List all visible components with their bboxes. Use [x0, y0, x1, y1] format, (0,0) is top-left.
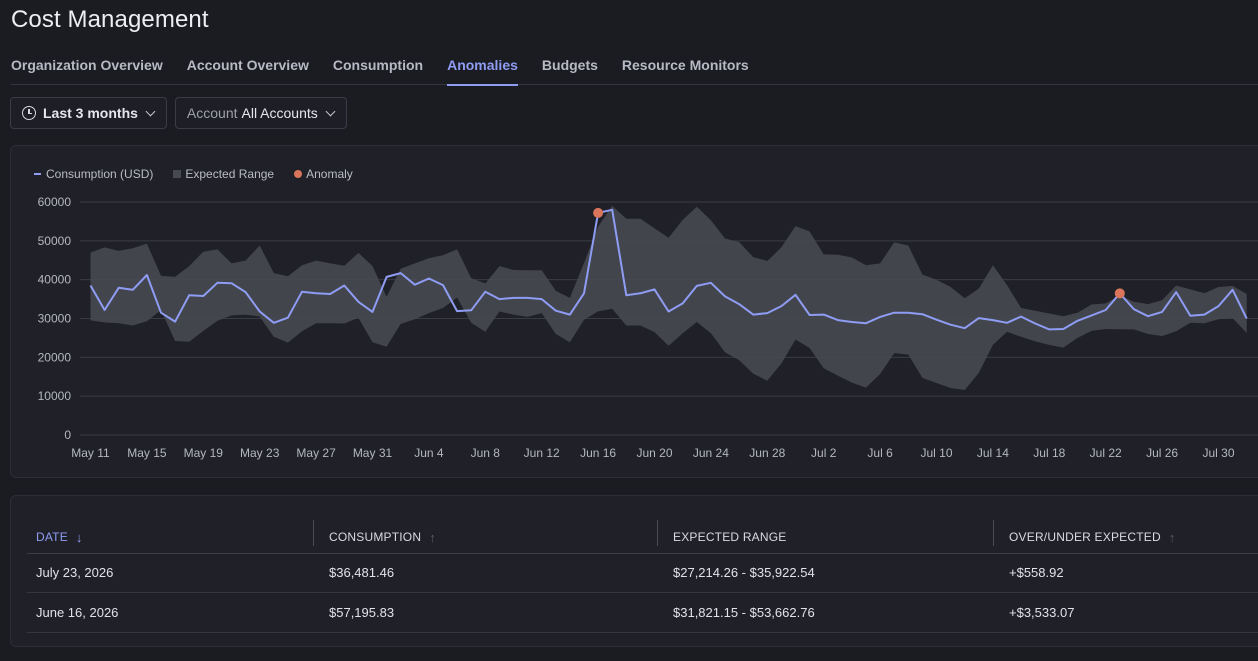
legend-range-label: Expected Range [185, 167, 275, 181]
area-swatch-icon [173, 170, 182, 178]
sort-desc-icon: ↓ [75, 529, 83, 545]
consumption-header-label: CONSUMPTION [329, 530, 422, 544]
cell-date: July 23, 2026 [36, 565, 114, 580]
account-value: All Accounts [241, 105, 318, 121]
consumption-line [89, 208, 1248, 331]
x-tick-label: Jul 30 [1202, 446, 1234, 460]
table-row[interactable]: July 23, 2026 $36,481.46 $27,214.26 - $3… [27, 553, 1258, 593]
x-tick-label: May 23 [240, 446, 280, 460]
tab-consumption[interactable]: Consumption [332, 57, 424, 73]
x-tick-label: Jul 6 [867, 446, 893, 460]
cell-expected-range: $27,214.26 - $35,922.54 [673, 565, 815, 580]
sort-asc-icon: ↑ [1168, 529, 1176, 545]
x-tick-label: May 19 [184, 446, 224, 460]
y-tick-label: 60000 [38, 195, 72, 209]
x-tick-label: Jul 10 [920, 446, 952, 460]
x-tick-label: Jun 4 [414, 446, 444, 460]
time-range-dropdown[interactable]: Last 3 months [10, 97, 167, 129]
date-column-header[interactable]: DATE ↓ [36, 520, 83, 554]
cell-expected-range: $31,821.15 - $53,662.76 [673, 605, 815, 620]
cell-date: June 16, 2026 [36, 605, 119, 620]
anomaly-point [593, 207, 604, 218]
y-tick-label: 20000 [38, 350, 72, 364]
x-tick-label: Jun 20 [636, 446, 672, 460]
cell-over-under: +$3,533.07 [1009, 605, 1075, 620]
x-tick-label: Jun 12 [524, 446, 560, 460]
tab-organization-overview[interactable]: Organization Overview [11, 57, 163, 73]
x-tick-label: Jul 18 [1033, 446, 1065, 460]
chevron-down-icon [145, 106, 156, 116]
expected-range-band [90, 205, 1247, 390]
column-divider[interactable] [657, 520, 658, 546]
column-divider[interactable] [313, 520, 314, 546]
table-row[interactable]: June 16, 2026 $57,195.83 $31,821.15 - $5… [27, 593, 1258, 633]
y-tick-label: 0 [64, 428, 71, 442]
tab-account-overview[interactable]: Account Overview [186, 57, 309, 73]
sort-asc-icon: ↑ [429, 529, 436, 545]
time-range-value: Last 3 months [43, 105, 138, 121]
legend-consumption-label: Consumption (USD) [46, 167, 154, 181]
clock-icon [22, 106, 36, 120]
x-tick-label: Jun 24 [693, 446, 729, 460]
legend-anomaly-label: Anomaly [306, 167, 353, 181]
dot-swatch-icon [294, 170, 303, 178]
date-header-label: DATE [36, 530, 68, 544]
column-divider[interactable] [993, 520, 994, 546]
account-dropdown[interactable]: Account All Accounts [174, 97, 347, 129]
tab-budgets[interactable]: Budgets [541, 57, 598, 73]
anomaly-chart-card: Consumption (USD) Expected Range Anomaly… [10, 145, 1258, 478]
y-tick-label: 30000 [38, 312, 72, 326]
x-tick-label: May 31 [353, 446, 393, 460]
expected-header-label: EXPECTED RANGE [673, 530, 787, 544]
filter-bar: Last 3 months Account All Accounts [10, 97, 347, 129]
line-swatch-icon [34, 173, 41, 175]
y-tick-label: 10000 [38, 389, 72, 403]
legend-expected-range[interactable]: Expected Range [173, 167, 274, 181]
tab-bar: Organization Overview Account Overview C… [11, 52, 1258, 86]
x-tick-label: May 27 [296, 446, 336, 460]
tab-anomalies[interactable]: Anomalies [447, 52, 518, 86]
cell-consumption: $36,481.46 [329, 565, 395, 580]
consumption-column-header[interactable]: CONSUMPTION ↑ [329, 520, 436, 554]
x-tick-label: Jul 14 [977, 446, 1009, 460]
expected-range-column-header[interactable]: EXPECTED RANGE [673, 520, 787, 554]
x-tick-label: Jun 16 [580, 446, 616, 460]
page-title: Cost Management [11, 6, 209, 33]
x-tick-label: Jun 28 [749, 446, 785, 460]
x-tick-label: Jul 22 [1090, 446, 1122, 460]
legend-consumption[interactable]: Consumption (USD) [34, 167, 153, 181]
cell-consumption: $57,195.83 [329, 605, 395, 620]
tab-resource-monitors[interactable]: Resource Monitors [621, 57, 749, 73]
table-header: DATE ↓ CONSUMPTION ↑ EXPECTED RANGE OVER… [27, 520, 1258, 554]
x-tick-label: May 11 [71, 446, 110, 460]
x-tick-label: Jul 2 [811, 446, 837, 460]
anomalies-table: DATE ↓ CONSUMPTION ↑ EXPECTED RANGE OVER… [10, 495, 1258, 647]
anomaly-point [1114, 288, 1125, 299]
x-tick-label: Jun 8 [471, 446, 501, 460]
chart-legend: Consumption (USD) Expected Range Anomaly [34, 167, 353, 181]
y-tick-label: 40000 [38, 273, 72, 287]
legend-anomaly[interactable]: Anomaly [294, 167, 353, 181]
x-tick-label: May 15 [127, 446, 167, 460]
over-under-column-header[interactable]: OVER/UNDER EXPECTED ↑ [1009, 520, 1176, 554]
over-under-header-label: OVER/UNDER EXPECTED [1009, 530, 1161, 544]
account-label: Account [186, 105, 238, 121]
x-tick-label: Jul 26 [1146, 446, 1178, 460]
cell-over-under: +$558.92 [1009, 565, 1064, 580]
chevron-down-icon [325, 106, 336, 116]
y-tick-label: 50000 [38, 234, 72, 248]
